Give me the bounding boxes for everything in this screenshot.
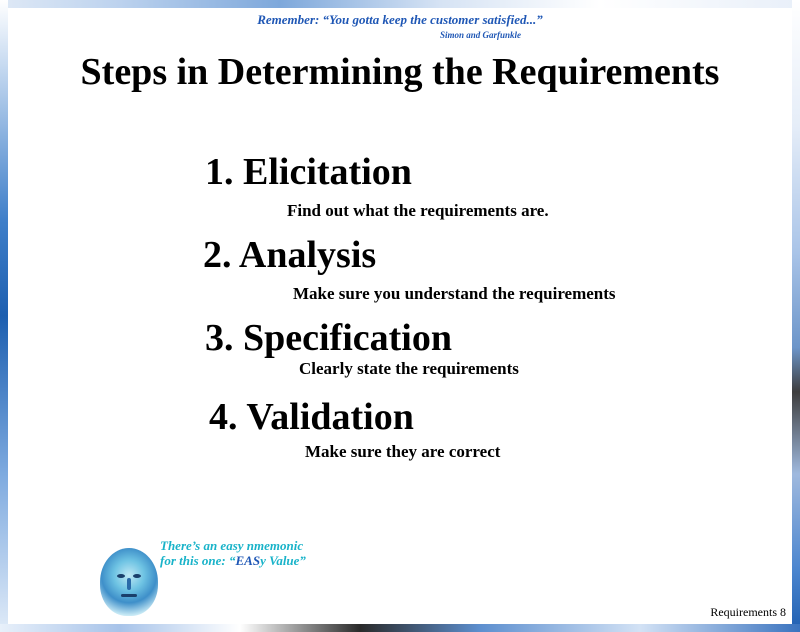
step-heading-validation: 4. Validation — [209, 396, 414, 438]
step-description-elicitation: Find out what the requirements are. — [287, 201, 549, 220]
mnemonic-highlight: EAS — [235, 553, 261, 568]
mnemonic-note: There’s an easy nmemonic for this one: “… — [160, 538, 306, 568]
avatar-mouth — [121, 594, 137, 597]
step-heading-elicitation: 1. Elicitation — [205, 151, 412, 193]
mnemonic-line-2-suffix: y Value” — [260, 553, 306, 568]
mnemonic-line-2: for this one: “EASy Value” — [160, 553, 306, 568]
face-avatar — [100, 548, 158, 616]
step-heading-specification: 3. Specification — [205, 317, 452, 359]
step-description-specification: Clearly state the requirements — [299, 359, 519, 378]
quote-text: Remember: “You gotta keep the customer s… — [257, 12, 543, 27]
right-border — [792, 0, 800, 632]
slide-number: Requirements 8 — [710, 605, 786, 619]
step-description-validation: Make sure they are correct — [305, 442, 501, 461]
top-border — [0, 0, 800, 8]
slide-title: Steps in Determining the Requirements — [80, 51, 720, 93]
bottom-border — [0, 624, 800, 632]
quote-author: Simon and Garfunkle — [440, 30, 522, 40]
avatar-nose — [127, 578, 131, 590]
step-heading-analysis: 2. Analysis — [203, 234, 377, 276]
left-border — [0, 0, 8, 632]
avatar-eye-left — [117, 574, 125, 578]
step-description-analysis: Make sure you understand the requirement… — [293, 284, 616, 303]
mnemonic-line-1: There’s an easy nmemonic — [160, 538, 304, 553]
mnemonic-line-2-prefix: for this one: “ — [160, 553, 236, 568]
avatar-eye-right — [133, 574, 141, 578]
